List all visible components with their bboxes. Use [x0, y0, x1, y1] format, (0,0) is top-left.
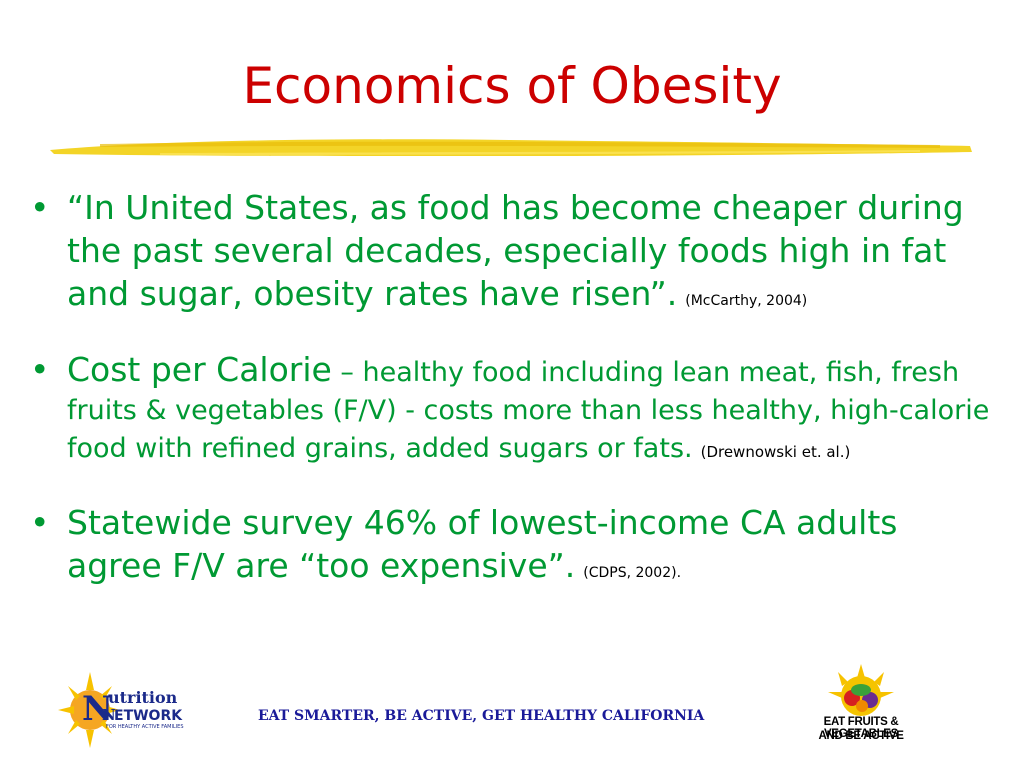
sun-icon: [58, 672, 120, 748]
logo-initial-n-2: N: [102, 706, 116, 724]
bullet-item: • Cost per Calorie – healthy food includ…: [30, 351, 1000, 471]
bullet-text: Statewide survey 46% of lowest-income CA…: [67, 503, 898, 585]
fruit-sun-icon: [828, 664, 894, 716]
bullet-item: • Statewide survey 46% of lowest-income …: [30, 501, 1000, 595]
logo-line-3: FOR HEALTHY ACTIVE FAMILIES: [106, 724, 184, 730]
bullet-dot: •: [30, 350, 50, 389]
slide-title: Economics of Obesity: [242, 57, 782, 115]
logo-line-1: utrition: [108, 688, 178, 707]
citation: (CDPS, 2002).: [583, 565, 682, 581]
bullet-lead: Cost per Calorie: [67, 350, 332, 389]
logo-line-2: ETWORK: [114, 708, 183, 724]
logo-line-1: EAT FRUITS & VEGETABLES: [823, 716, 899, 740]
citation: (McCarthy, 2004): [685, 293, 808, 309]
logo-line-2: AND BE ACTIVE: [818, 730, 904, 742]
bullet-dot: •: [30, 503, 50, 542]
bullet-list: • “In United States, as food has become …: [30, 186, 1000, 595]
bullet-text: “In United States, as food has become ch…: [67, 188, 964, 313]
network-for-healthy-active-families-logo: N utrition N ETWORK FOR HEALTHY ACTIVE F…: [58, 672, 184, 748]
title-underline-brush: [50, 139, 972, 156]
bullet-text: – healthy food including lean meat, fish…: [67, 357, 990, 464]
bullet-dot: •: [30, 188, 50, 227]
bullet-item: • “In United States, as food has become …: [30, 186, 1000, 323]
footer-tagline: EAT SMARTER, BE ACTIVE, GET HEALTHY CALI…: [258, 708, 705, 724]
citation: (Drewnowski et. al.): [700, 443, 851, 461]
eat-fruits-vegetables-logo: EAT FRUITS & VEGETABLES AND BE ACTIVE: [786, 664, 936, 750]
logo-initial-n: N: [82, 689, 113, 729]
